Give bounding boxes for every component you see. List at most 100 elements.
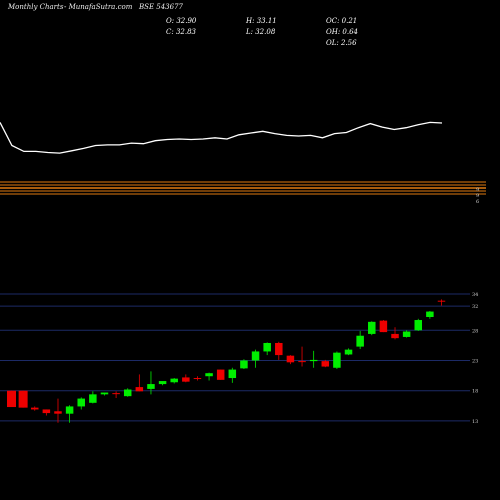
- candle: [426, 310, 434, 319]
- candle-body: [216, 369, 225, 380]
- candle-body: [356, 335, 364, 347]
- candle-body: [193, 378, 202, 380]
- candle-body: [228, 369, 237, 379]
- candle: [402, 330, 411, 338]
- candle-body: [344, 349, 353, 355]
- candle-body: [263, 342, 271, 352]
- high-value: H: 33.11: [246, 17, 277, 25]
- candle: [54, 398, 62, 423]
- candle: [368, 321, 376, 336]
- candle-body: [205, 373, 213, 377]
- candle: [182, 374, 190, 383]
- candle-body: [89, 394, 97, 403]
- candle: [30, 406, 39, 411]
- candle: [437, 299, 446, 306]
- close-value: C: 32.83: [166, 28, 196, 36]
- candle-body: [391, 333, 399, 339]
- candle: [321, 359, 330, 368]
- open-value: O: 32.90: [166, 17, 197, 25]
- candle: [18, 390, 28, 408]
- candle: [42, 409, 51, 416]
- candle: [147, 371, 155, 395]
- candle-body: [309, 359, 318, 362]
- price-gridlines: [0, 293, 470, 422]
- price-line-series: [0, 121, 443, 154]
- band-lines: [0, 181, 486, 195]
- candle-body: [240, 360, 248, 369]
- candle-body: [286, 355, 295, 363]
- periodicity-label: Monthly Charts: [8, 3, 64, 11]
- candle-body: [414, 320, 423, 331]
- candle-body: [112, 393, 120, 395]
- tick-label: 28: [472, 328, 478, 334]
- candle-body: [123, 389, 132, 397]
- band-label: 9: [476, 193, 479, 199]
- candle: [286, 355, 295, 365]
- candle: [344, 348, 353, 356]
- candle: [251, 349, 260, 368]
- candle: [205, 372, 213, 381]
- candle-body: [321, 361, 330, 367]
- candle: [356, 330, 364, 350]
- candle: [123, 388, 132, 397]
- candle-body: [30, 407, 39, 410]
- candle-body: [182, 377, 190, 382]
- candle-body: [54, 411, 62, 414]
- candlesticks: [7, 299, 446, 423]
- site-label: - MunafaSutra.com: [64, 3, 133, 11]
- candle-body: [379, 320, 388, 333]
- candle-body: [65, 406, 74, 414]
- candle-body: [147, 384, 155, 389]
- candle-body: [298, 361, 306, 363]
- candle-body: [42, 409, 51, 414]
- symbol-label: BSE 543677: [139, 3, 183, 11]
- candle: [240, 359, 248, 369]
- price-line: [0, 121, 443, 154]
- candle: [309, 350, 318, 368]
- ol-value: OL: 2.56: [326, 39, 357, 47]
- candle-body: [426, 311, 434, 318]
- candle-body: [135, 387, 144, 392]
- candle-body: [77, 398, 85, 407]
- tick-label: 18: [472, 389, 478, 395]
- candle-body: [7, 390, 16, 408]
- candle: [65, 405, 74, 423]
- candle: [379, 320, 388, 333]
- candle: [100, 392, 109, 396]
- candle: [263, 342, 271, 356]
- low-value: L: 32.08: [246, 28, 276, 36]
- candle-body: [368, 321, 376, 334]
- candle: [298, 346, 306, 367]
- candle: [89, 391, 97, 404]
- band-label: 6: [476, 199, 479, 205]
- candle-body: [402, 331, 411, 337]
- tick-label: 34: [472, 292, 478, 298]
- candle: [414, 318, 423, 331]
- oh-value: OH: 0.64: [326, 28, 359, 36]
- band-label: 9: [476, 187, 479, 193]
- tick-label: 13: [472, 419, 478, 425]
- candle-body: [437, 300, 446, 302]
- candle: [391, 327, 399, 340]
- candle: [216, 369, 225, 380]
- candle: [170, 378, 178, 384]
- candle-body: [18, 390, 28, 408]
- candle-body: [251, 351, 260, 361]
- tick-label: 23: [472, 359, 478, 365]
- candle: [7, 390, 16, 408]
- candle: [77, 397, 85, 410]
- candle-body: [333, 352, 341, 368]
- candle-body: [170, 378, 178, 383]
- candle: [135, 374, 144, 392]
- candle-body: [275, 342, 283, 356]
- candle: [158, 381, 167, 386]
- oc-value: OC: 0.21: [326, 17, 358, 25]
- candle: [275, 341, 283, 360]
- candle: [228, 367, 237, 383]
- tick-label: 32: [472, 304, 478, 310]
- candle-body: [158, 381, 167, 385]
- candle: [112, 391, 120, 398]
- candle-body: [100, 392, 109, 395]
